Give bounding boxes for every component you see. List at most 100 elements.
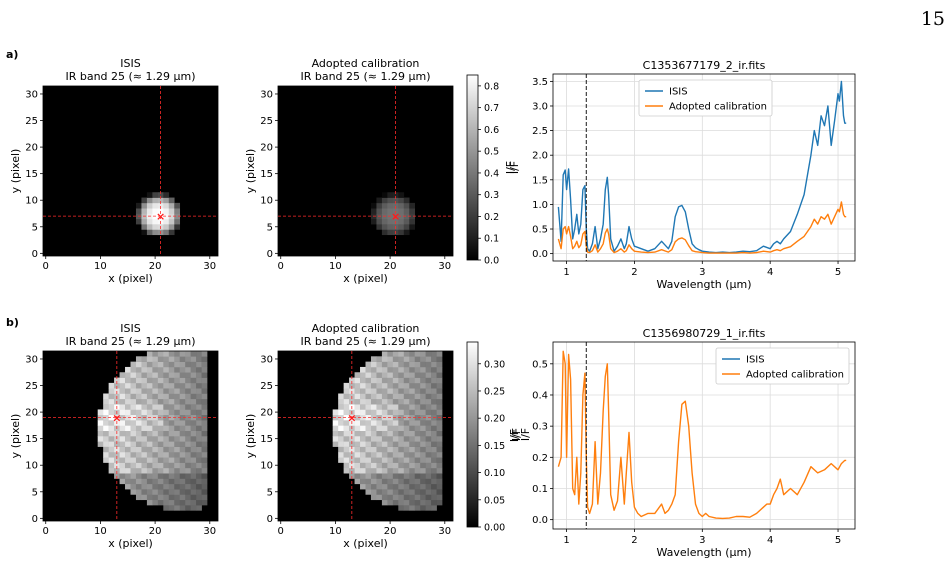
image-pixel — [409, 483, 416, 490]
image-pixel — [163, 478, 170, 485]
image-pixel — [360, 425, 366, 431]
image-pixel — [146, 229, 153, 236]
image-pixel — [420, 398, 426, 405]
image-pixel — [343, 446, 350, 453]
image-pixel — [409, 499, 416, 506]
image-pixel — [343, 404, 350, 410]
image-pixel — [185, 420, 191, 426]
image-pixel — [125, 430, 131, 437]
image-pixel — [141, 197, 148, 204]
image-pixel — [196, 404, 202, 410]
y-tick-label: 25 — [260, 116, 273, 127]
image-pixel — [196, 356, 202, 362]
image-pixel — [431, 451, 437, 458]
image-pixel — [431, 430, 437, 437]
image-pixel — [398, 224, 405, 230]
image-pixel — [201, 398, 208, 405]
image-pixel — [343, 388, 350, 394]
image-pixel — [365, 473, 372, 479]
image-pixel — [376, 478, 383, 485]
image-pixel — [381, 425, 388, 431]
image-pixel — [436, 436, 443, 442]
image-pixel — [135, 361, 142, 368]
image-pixel — [135, 483, 142, 490]
image-pixel — [185, 425, 191, 431]
x-tick-label: 10 — [329, 526, 342, 537]
image-pixel — [190, 489, 197, 495]
image-pixel — [436, 499, 443, 506]
image-pixel — [431, 382, 437, 389]
image-pixel — [103, 398, 109, 405]
image-pixel — [354, 467, 361, 474]
image-pixel — [403, 372, 410, 378]
image-pixel — [403, 213, 410, 220]
image-pixel — [409, 489, 416, 495]
image-pixel — [185, 372, 191, 378]
image-pixel — [135, 425, 142, 431]
image-pixel — [431, 483, 437, 490]
image-pixel — [360, 382, 366, 389]
image-pixel — [343, 420, 350, 426]
y-tick-label: 5 — [267, 222, 273, 233]
image-pixel — [163, 388, 170, 394]
image-pixel — [146, 436, 153, 442]
image-pixel — [398, 409, 405, 416]
image-pixel — [349, 388, 355, 394]
image-pixel — [119, 430, 126, 437]
image-pixel — [196, 483, 202, 490]
image-pixel — [146, 420, 153, 426]
image-pixel — [168, 372, 175, 378]
image-pixel — [135, 356, 142, 362]
image-pixel — [392, 356, 399, 362]
image-pixel — [370, 420, 377, 426]
image-pixel — [185, 398, 191, 405]
image-pixel — [425, 398, 432, 405]
image-pixel — [168, 202, 175, 209]
image-pixel — [141, 483, 148, 490]
colorbar — [466, 74, 479, 261]
image-pixel — [141, 425, 148, 431]
image-pixels — [332, 351, 443, 511]
image-pixel — [436, 467, 443, 474]
y-tick-label: 10 — [260, 196, 273, 207]
image-pixel — [114, 451, 120, 458]
image-pixel — [196, 441, 202, 447]
image-pixel — [376, 208, 383, 214]
image-pixel — [409, 224, 416, 230]
image-pixel — [125, 462, 131, 469]
image-pixel — [436, 457, 443, 463]
image-pixel — [420, 388, 426, 394]
image-pixel — [398, 473, 405, 479]
image-pixel — [403, 425, 410, 431]
image-pixel — [179, 398, 186, 405]
image-pixel — [125, 425, 131, 431]
image-pixel — [125, 478, 131, 485]
image-pixel — [409, 382, 416, 389]
image-pixel — [360, 478, 366, 485]
image-pixel — [414, 425, 421, 431]
x-axis-label: x (pixel) — [108, 537, 153, 550]
image-pixel — [152, 372, 159, 378]
image-pixel — [360, 398, 366, 405]
image-pixel — [409, 462, 416, 469]
image-pixel — [163, 229, 170, 236]
image-pixel — [338, 430, 344, 437]
image-pixel — [201, 409, 208, 416]
image-pixel — [141, 494, 148, 501]
image-pixel — [201, 361, 208, 368]
image-pixel — [338, 451, 344, 458]
image-pixel — [196, 446, 202, 453]
image-pixel — [174, 382, 181, 389]
image-pixel — [174, 436, 181, 442]
image-pixel — [190, 499, 197, 506]
image-pixel — [196, 478, 202, 485]
image-pixel — [354, 425, 361, 431]
image-pixel — [409, 377, 416, 384]
image-pixel — [354, 393, 361, 400]
image-pixel — [370, 366, 377, 373]
image-pixel — [420, 430, 426, 437]
image-pixel — [201, 393, 208, 400]
image-pixel — [392, 366, 399, 373]
image-pixel — [201, 436, 208, 442]
image-pixel — [179, 388, 186, 394]
